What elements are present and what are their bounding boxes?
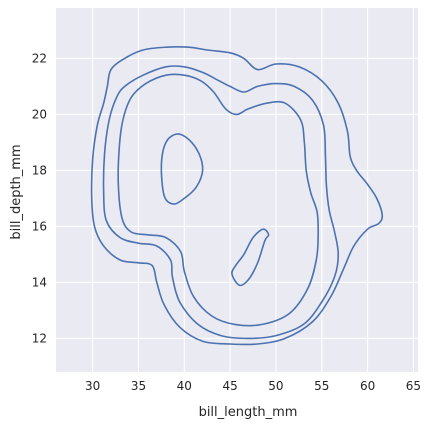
y-tick-label: 20: [32, 107, 47, 121]
contour-line-level-4: [231, 228, 270, 287]
x-tick-label: 65: [406, 379, 421, 393]
x-tick-labels: 30 35 40 45 50 55 60 65: [85, 379, 421, 393]
y-tick-label: 18: [32, 163, 47, 177]
y-tick-label: 16: [32, 219, 47, 233]
contour-line-level-1: [90, 46, 384, 346]
x-tick-label: 40: [177, 379, 192, 393]
x-tick-label: 60: [360, 379, 375, 393]
contour-line-level-3: [117, 73, 320, 327]
plot-background: [56, 8, 418, 372]
y-tick-label: 14: [32, 275, 47, 289]
contour-line-level-4: [160, 133, 204, 205]
x-tick-label: 35: [131, 379, 146, 393]
x-tick-label: 30: [85, 379, 100, 393]
contour-line-level-2: [102, 65, 340, 340]
contour-lines: [90, 46, 384, 346]
x-axis-label: bill_length_mm: [199, 405, 298, 420]
x-tick-label: 55: [314, 379, 329, 393]
x-tick-label: 45: [222, 379, 237, 393]
x-tick-label: 50: [268, 379, 283, 393]
y-axis-label: bill_depth_mm: [9, 144, 24, 239]
y-tick-label: 12: [32, 331, 47, 345]
y-tick-labels: 12 14 16 18 20 22: [32, 51, 47, 345]
y-tick-label: 22: [32, 51, 47, 65]
